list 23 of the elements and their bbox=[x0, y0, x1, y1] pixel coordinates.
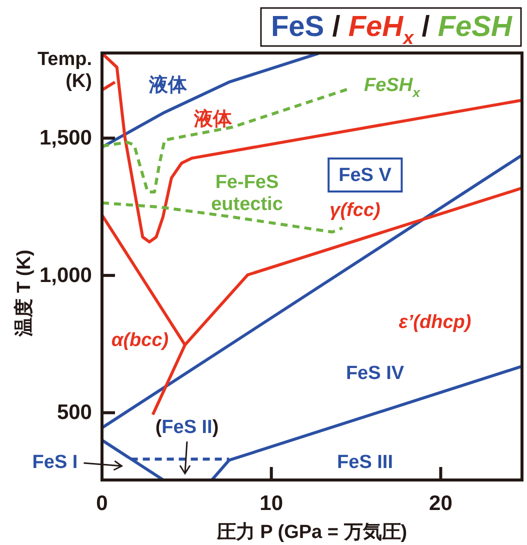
y-tick-label: 500 bbox=[56, 401, 92, 424]
annotation: FeS I bbox=[32, 452, 78, 472]
y-axis-title: 温度 T (K) bbox=[13, 250, 35, 338]
title-key: FeS / FeH$_{x}$ / FeSH bbox=[260, 7, 522, 48]
annotation: FeS III bbox=[337, 452, 393, 472]
annotation: 液体 bbox=[194, 108, 232, 130]
annotation: α(bcc) bbox=[111, 330, 169, 350]
annotation: ε’(dhcp) bbox=[398, 312, 472, 332]
annotation: 液体 bbox=[149, 74, 187, 96]
y-tick-label: 1,500 bbox=[39, 126, 92, 150]
x-tick-label: 0 bbox=[96, 492, 108, 515]
annotation: Temp. (K) bbox=[37, 48, 92, 92]
annotation: γ(fcc) bbox=[330, 200, 380, 220]
annotation: FeS V bbox=[328, 158, 403, 192]
annotation: FeSH$_{x}$ bbox=[364, 74, 420, 100]
x-axis-title: 圧力 P (GPa = 万気圧) bbox=[216, 521, 408, 543]
annotation: (FeS II) bbox=[155, 416, 219, 438]
y-tick-label: 1,000 bbox=[39, 264, 92, 287]
annotation: Fe-FeS eutectic bbox=[211, 172, 283, 214]
x-tick-label: 20 bbox=[429, 492, 452, 515]
annotation: FeS IV bbox=[346, 362, 404, 384]
x-tick-label: 10 bbox=[260, 492, 284, 515]
annotation: FeS V bbox=[338, 164, 392, 186]
